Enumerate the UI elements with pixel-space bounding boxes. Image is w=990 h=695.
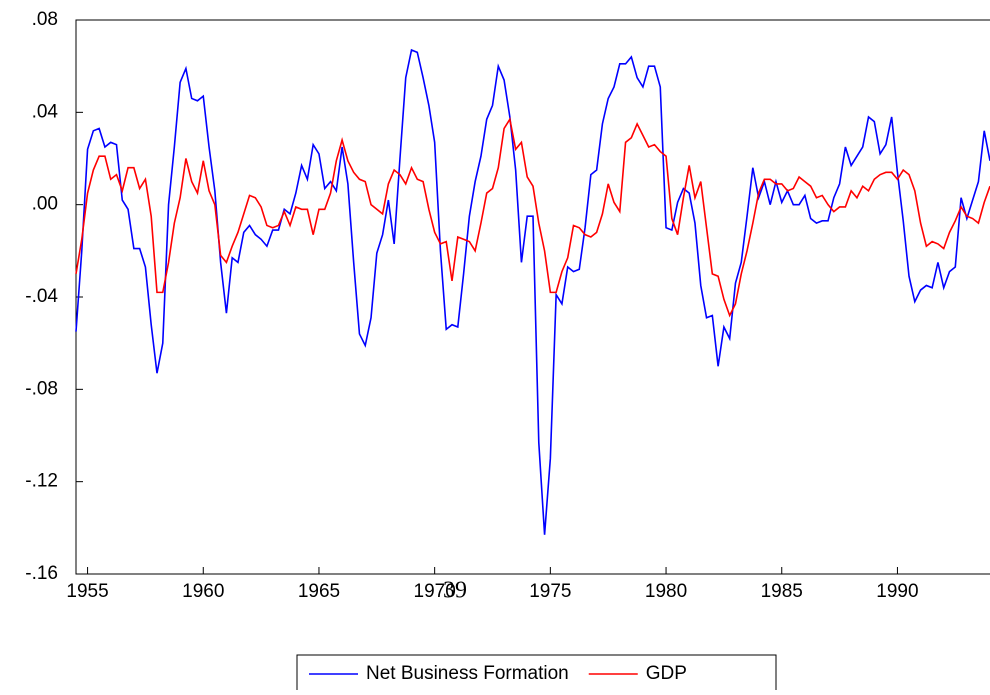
y-tick-label: .04 — [32, 101, 59, 122]
page-number: 39 — [443, 578, 467, 604]
y-tick-label: .08 — [32, 9, 58, 30]
x-tick-label: 1955 — [66, 581, 108, 602]
x-tick-label: 1990 — [876, 581, 918, 602]
series-line — [75, 48, 990, 535]
x-tick-label: 1960 — [182, 581, 224, 602]
y-tick-label: -.12 — [25, 471, 58, 492]
legend-label: GDP — [646, 663, 687, 684]
x-tick-label: 1985 — [761, 581, 803, 602]
legend: Net Business Formation GDP — [296, 654, 777, 695]
legend-box — [296, 654, 777, 695]
series-line — [75, 117, 990, 318]
y-tick-label: .00 — [32, 194, 58, 215]
legend-label: Net Business Formation — [366, 663, 569, 684]
x-tick-label: 1975 — [529, 581, 571, 602]
y-tick-label: -.04 — [25, 286, 58, 307]
axis-frame — [75, 19, 990, 575]
y-tick-label: -.16 — [25, 563, 58, 584]
x-tick-label: 1970 — [414, 581, 456, 602]
y-tick-label: -.08 — [25, 378, 58, 399]
x-tick-label: 1965 — [298, 581, 340, 602]
x-tick-label: 1980 — [645, 581, 687, 602]
